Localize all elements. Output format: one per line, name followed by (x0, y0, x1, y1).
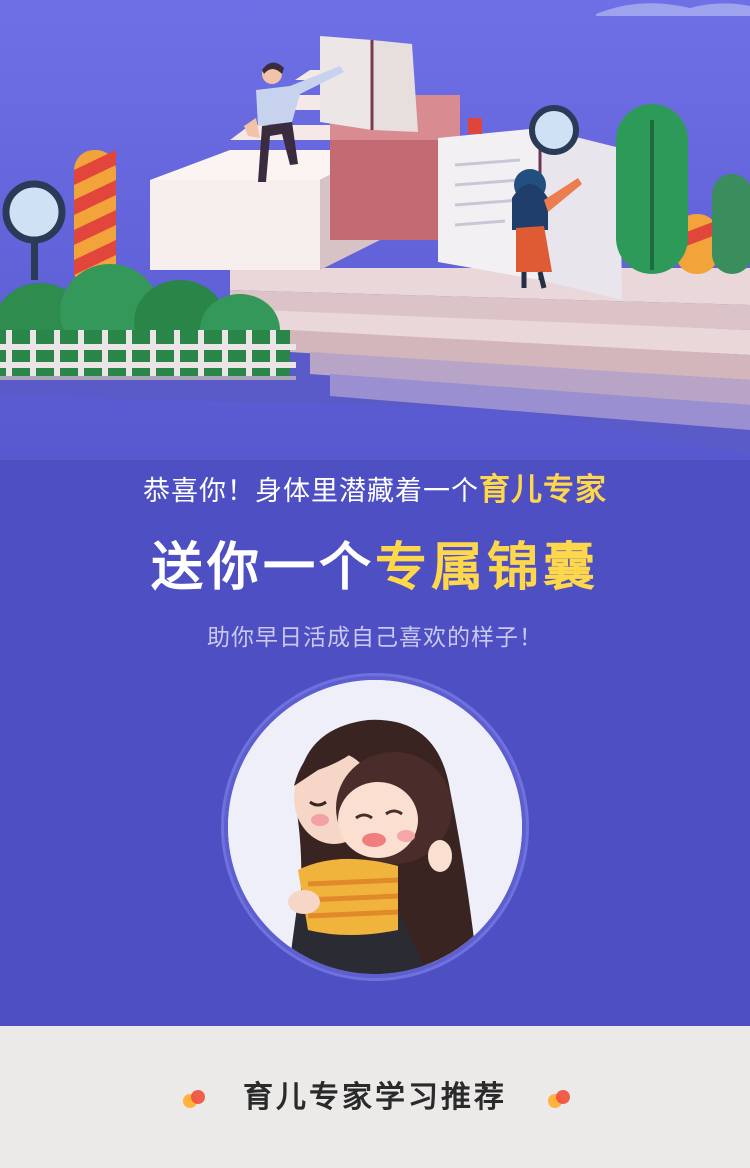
headline-block: 恭喜你！身体里潜藏着一个育儿专家 送你一个专属锦囊 助你早日活成自己喜欢的样子！ (0, 470, 750, 654)
subtitle: 助你早日活成自己喜欢的样子！ (207, 625, 543, 651)
recommend-title: 育儿专家学习推荐 (243, 1080, 507, 1115)
recommend-section: 育儿专家学习推荐 (0, 1026, 750, 1168)
hero-illustration (0, 0, 750, 460)
congrats-highlight: 育儿专家 (479, 472, 607, 508)
mother-child-portrait (224, 676, 526, 978)
gift-title-text: 送你一个 (150, 538, 375, 598)
gift-title: 送你一个专属锦囊 (0, 536, 750, 600)
gift-title-highlight: 专属锦囊 (375, 538, 600, 598)
decor-dots-right-icon (548, 1090, 576, 1110)
decor-dots-left-icon (183, 1090, 211, 1110)
mother-hug-illustration (228, 680, 522, 974)
congrats-text: 恭喜你！身体里潜藏着一个 (143, 476, 479, 507)
congrats-line: 恭喜你！身体里潜藏着一个育儿专家 (0, 470, 750, 512)
hero-scene-graphic (0, 0, 750, 460)
